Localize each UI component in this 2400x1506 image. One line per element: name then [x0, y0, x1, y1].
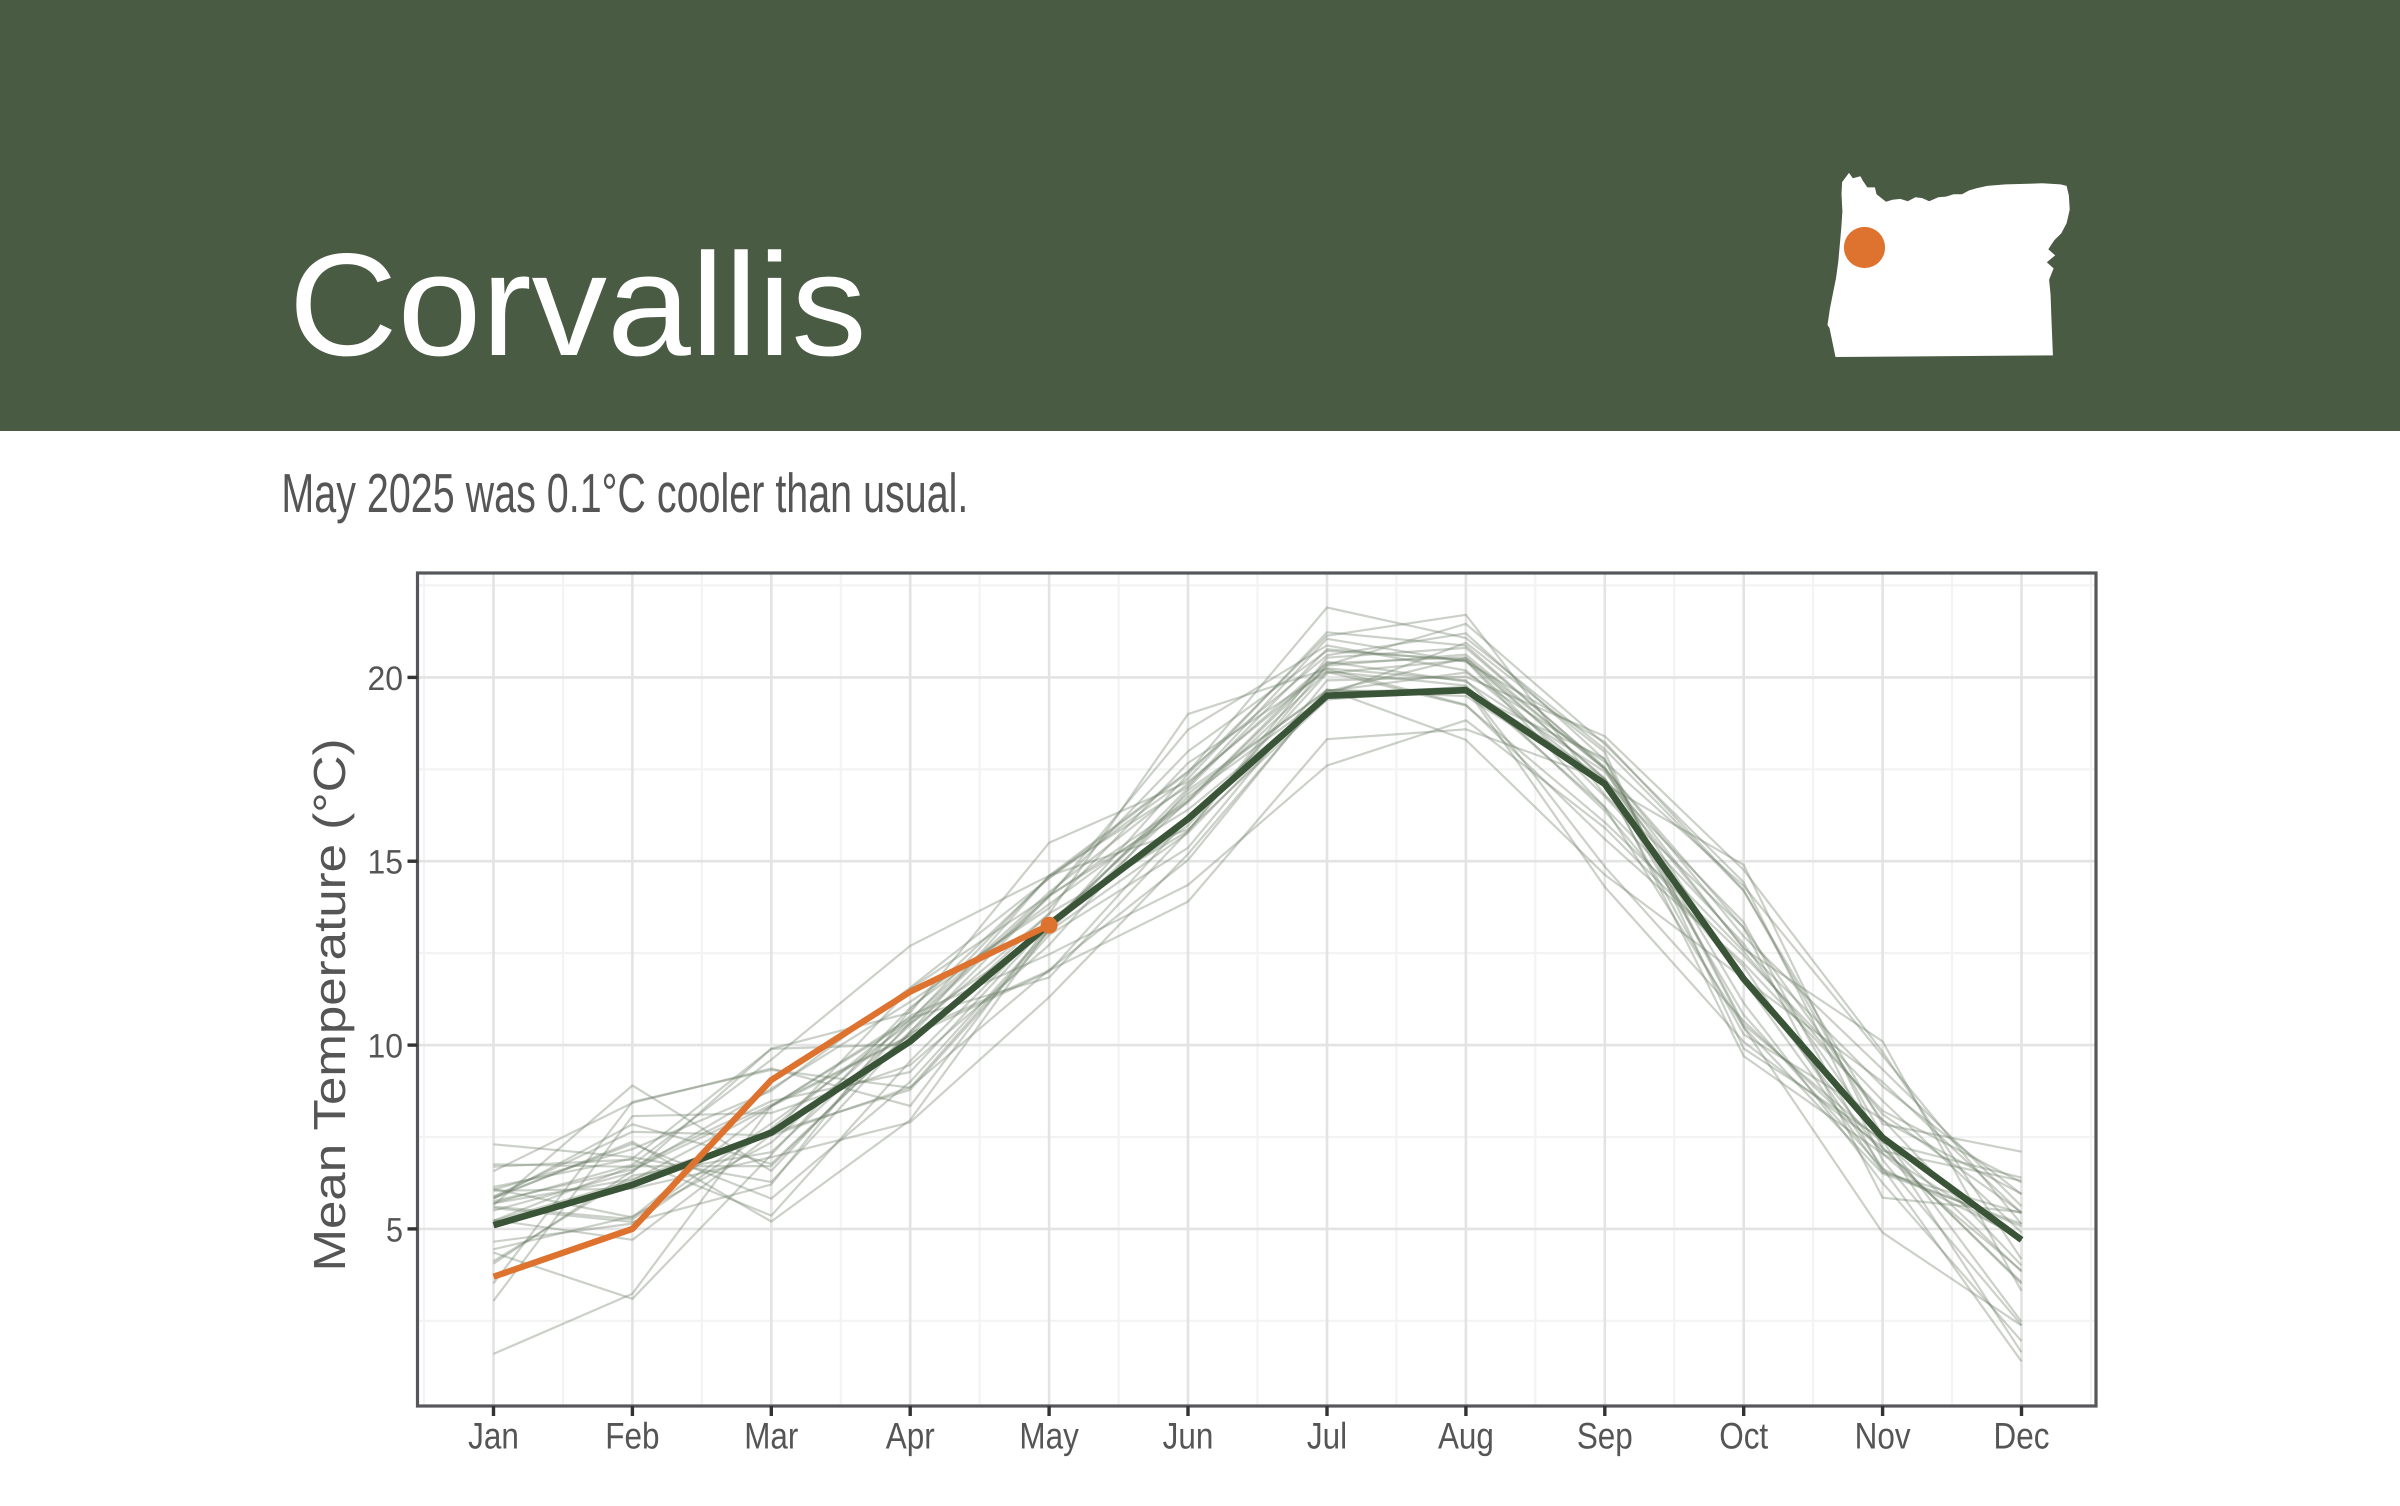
svg-text:Jul: Jul — [1307, 1416, 1347, 1457]
svg-text:Oct: Oct — [1719, 1416, 1769, 1457]
svg-text:Jun: Jun — [1163, 1416, 1214, 1457]
svg-text:Nov: Nov — [1855, 1416, 1911, 1457]
svg-text:Sep: Sep — [1577, 1416, 1633, 1457]
svg-text:15: 15 — [368, 844, 404, 882]
svg-text:10: 10 — [368, 1028, 404, 1066]
svg-text:May: May — [1019, 1416, 1079, 1457]
svg-text:Feb: Feb — [605, 1416, 659, 1457]
svg-text:Aug: Aug — [1438, 1416, 1494, 1457]
svg-text:Corvallis: Corvallis — [289, 223, 867, 386]
svg-text:Mar: Mar — [744, 1416, 798, 1457]
svg-text:Apr: Apr — [886, 1416, 935, 1457]
svg-text:Mean Temperature (°C): Mean Temperature (°C) — [304, 739, 355, 1272]
svg-text:Dec: Dec — [1994, 1416, 2050, 1457]
svg-text:5: 5 — [386, 1211, 403, 1249]
svg-text:20: 20 — [368, 660, 404, 698]
svg-text:May 2025 was 0.1°C cooler than: May 2025 was 0.1°C cooler than usual. — [281, 462, 968, 524]
svg-text:Jan: Jan — [468, 1416, 519, 1457]
